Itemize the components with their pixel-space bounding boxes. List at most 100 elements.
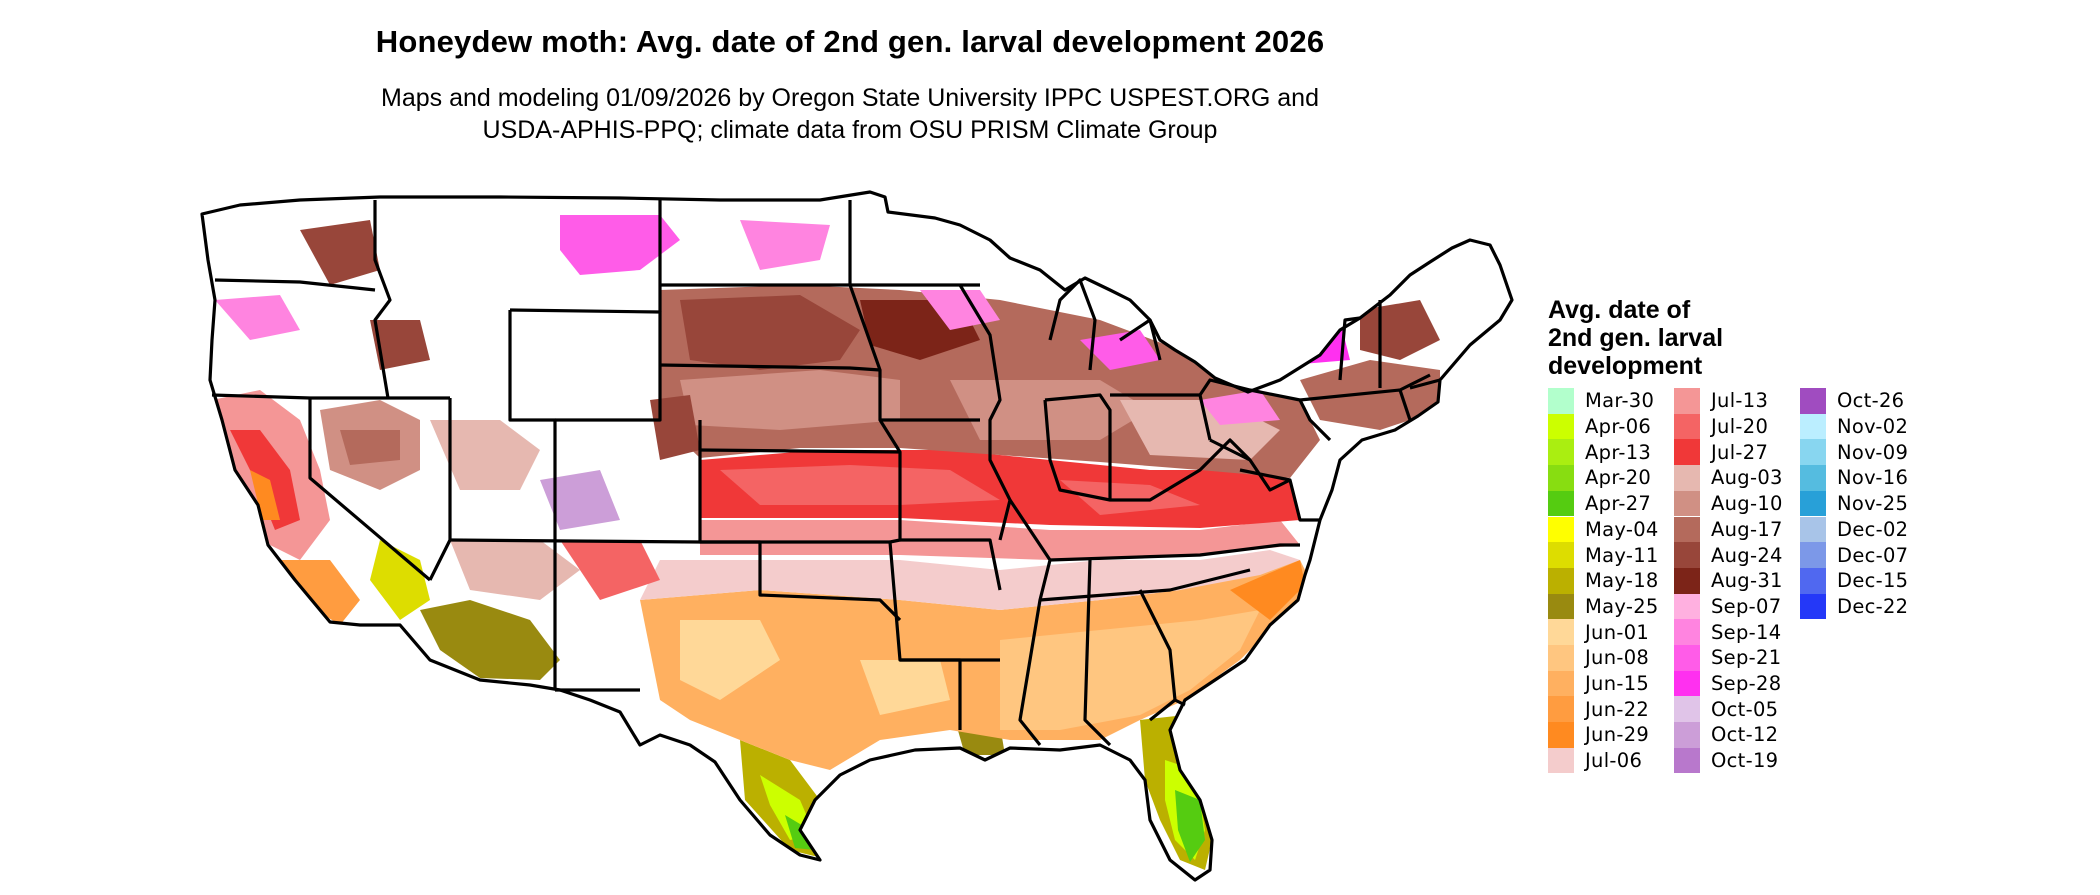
- legend-label: Oct-12: [1711, 723, 1779, 747]
- legend-label: Dec-22: [1837, 594, 1909, 618]
- legend-swatch: [1548, 747, 1574, 774]
- legend-label: Aug-17: [1711, 517, 1783, 541]
- legend-item: Oct-26: [1800, 388, 1904, 414]
- legend-swatch: [1548, 516, 1574, 543]
- legend-swatch: [1548, 413, 1574, 440]
- legend-title-line-1: Avg. date of: [1548, 296, 1691, 324]
- legend-item: Mar-30: [1548, 388, 1654, 414]
- legend-swatch: [1548, 645, 1574, 671]
- legend-label: Jul-06: [1585, 749, 1643, 773]
- legend-item: Dec-15: [1800, 567, 1909, 594]
- legend-label: Jul-20: [1711, 415, 1769, 439]
- legend-item: Jul-06: [1548, 747, 1643, 774]
- legend-swatch: [1548, 388, 1574, 414]
- legend-item: Sep-07: [1674, 593, 1782, 620]
- legend-label: Mar-30: [1585, 389, 1655, 413]
- legend-label: Apr-27: [1585, 492, 1652, 516]
- legend-item: Jul-27: [1674, 439, 1769, 466]
- legend-item: Aug-24: [1674, 542, 1783, 568]
- legend-label: May-25: [1585, 594, 1659, 618]
- legend-label: Nov-16: [1837, 466, 1909, 490]
- legend-swatch: [1800, 542, 1826, 568]
- legend-label: Aug-03: [1711, 466, 1783, 490]
- legend-label: Apr-20: [1585, 466, 1652, 490]
- legend-item: Dec-02: [1800, 516, 1909, 543]
- legend-label: May-11: [1585, 543, 1659, 567]
- legend-swatch: [1674, 465, 1700, 491]
- legend-item: Oct-12: [1674, 722, 1778, 748]
- legend-item: Sep-14: [1674, 619, 1781, 645]
- legend-label: May-18: [1585, 569, 1659, 593]
- legend-label: Oct-26: [1837, 389, 1905, 413]
- legend-label: Aug-31: [1711, 569, 1783, 593]
- legend-item: Aug-03: [1674, 465, 1783, 491]
- legend-swatch: [1800, 567, 1826, 594]
- legend-swatch: [1548, 696, 1574, 723]
- legend-item: Apr-27: [1548, 490, 1652, 517]
- legend-swatch: [1674, 439, 1700, 466]
- legend-item: Jul-13: [1674, 388, 1768, 414]
- legend-item: May-11: [1548, 542, 1659, 568]
- legend-swatch: [1800, 593, 1826, 620]
- legend-label: Dec-02: [1837, 517, 1909, 541]
- legend-label: Oct-05: [1711, 697, 1779, 721]
- legend-label: Dec-07: [1837, 543, 1909, 567]
- legend-swatch: [1674, 619, 1700, 645]
- legend-swatch: [1674, 542, 1700, 568]
- legend-swatch: [1800, 413, 1826, 440]
- legend-title: Avg. date of 2nd gen. larval development: [1548, 296, 1808, 380]
- legend-swatch: [1548, 619, 1574, 645]
- map-subtitle-line-2: USDA-APHIS-PPQ; climate data from OSU PR…: [482, 116, 1218, 144]
- legend-item: May-18: [1548, 567, 1659, 594]
- legend-item: Apr-13: [1548, 439, 1651, 466]
- legend-swatch: [1674, 670, 1700, 697]
- legend-label: Sep-28: [1711, 672, 1782, 696]
- legend-swatch: [1674, 696, 1700, 723]
- legend-label: Nov-25: [1837, 492, 1909, 516]
- legend-item: Nov-25: [1800, 490, 1909, 517]
- legend-label: Jun-29: [1585, 723, 1650, 747]
- legend-item: Jun-01: [1548, 619, 1649, 645]
- legend-item: Nov-16: [1800, 465, 1908, 491]
- legend-swatch: [1800, 388, 1826, 414]
- legend-item: Aug-10: [1674, 490, 1783, 517]
- legend-label: Jun-15: [1585, 672, 1650, 696]
- legend-label: Jun-01: [1585, 620, 1650, 644]
- legend-title-line-2: 2nd gen. larval: [1548, 324, 1724, 352]
- legend-swatch: [1548, 490, 1574, 517]
- legend-item: Jul-20: [1674, 413, 1769, 440]
- legend-label: Aug-24: [1711, 543, 1783, 567]
- legend-swatch: [1548, 722, 1574, 748]
- legend-item: Nov-09: [1800, 439, 1908, 466]
- legend-label: Sep-07: [1711, 594, 1782, 618]
- legend-swatch: [1548, 670, 1574, 697]
- legend-swatch: [1674, 413, 1700, 440]
- legend-swatch: [1674, 516, 1700, 543]
- legend-item: Aug-17: [1674, 516, 1783, 543]
- legend-swatch: [1800, 490, 1826, 517]
- legend-label: Aug-10: [1711, 492, 1783, 516]
- legend-item: Sep-21: [1674, 645, 1781, 671]
- legend-label: Nov-02: [1837, 415, 1909, 439]
- legend-label: Jul-13: [1711, 389, 1769, 413]
- legend-label: Oct-19: [1711, 749, 1779, 773]
- legend-swatch: [1548, 567, 1574, 594]
- legend-item: Nov-02: [1800, 413, 1909, 440]
- legend-swatch: [1674, 567, 1700, 594]
- legend-label: Jun-08: [1585, 646, 1650, 670]
- legend-swatch: [1674, 722, 1700, 748]
- legend-label: Jun-22: [1585, 697, 1650, 721]
- legend-swatch: [1674, 645, 1700, 671]
- legend-item: Jun-15: [1548, 670, 1650, 697]
- legend-item: Dec-07: [1800, 542, 1908, 568]
- legend-label: Dec-15: [1837, 569, 1909, 593]
- legend-item: Jun-29: [1548, 722, 1649, 748]
- legend-label: Jul-27: [1711, 440, 1769, 464]
- legend-item: Apr-20: [1548, 465, 1651, 491]
- legend-label: Apr-06: [1585, 415, 1652, 439]
- legend-swatch: [1548, 593, 1574, 620]
- legend-item: May-04: [1548, 516, 1659, 543]
- legend-swatch: [1800, 465, 1826, 491]
- legend-item: Oct-05: [1674, 696, 1779, 723]
- map-subtitle-line-1: Maps and modeling 01/09/2026 by Oregon S…: [381, 84, 1319, 112]
